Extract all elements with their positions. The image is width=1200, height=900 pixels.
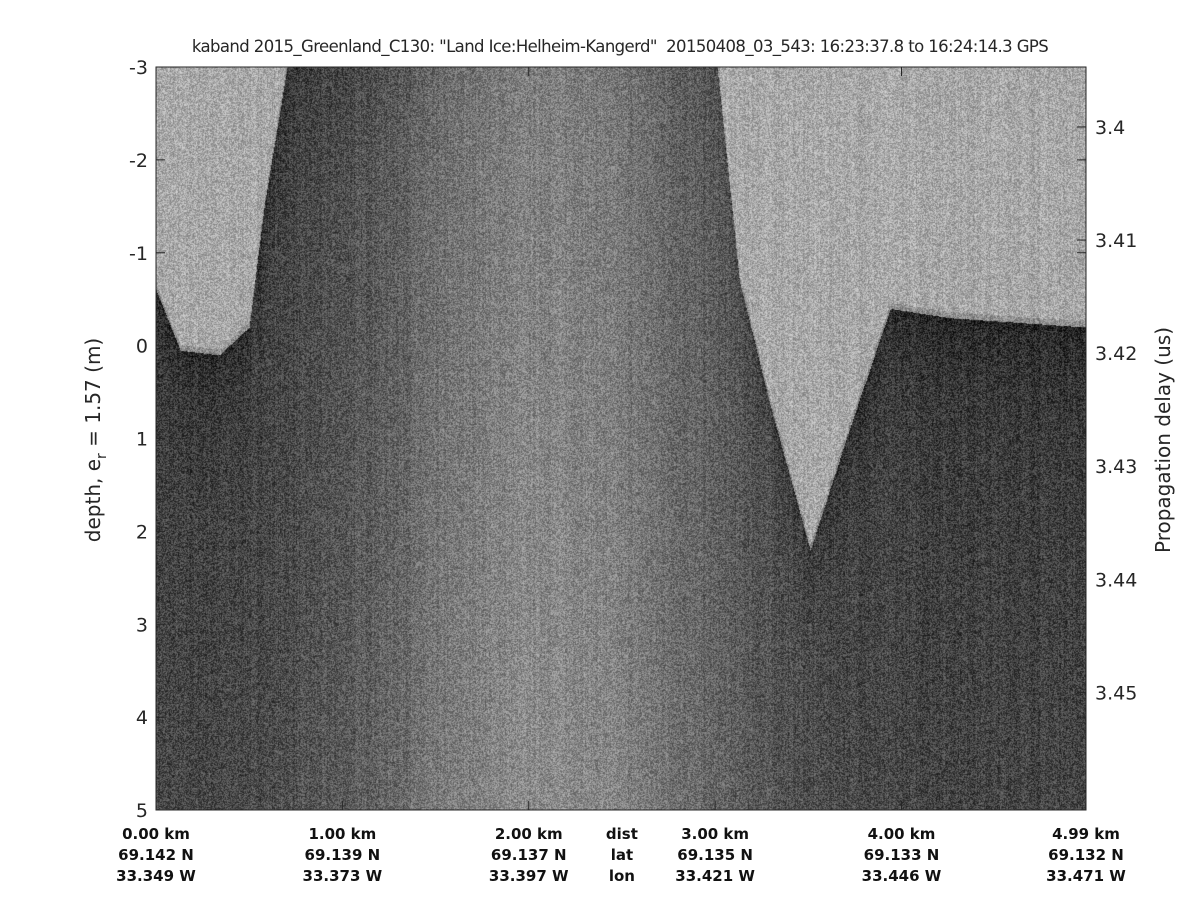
x-dist-label: 4.00 km <box>867 825 936 843</box>
chart-title: kaband 2015_Greenland_C130: "Land Ice:He… <box>191 37 1049 56</box>
plot-frame <box>155 66 1087 811</box>
x-lat-label: 69.135 N <box>677 846 753 864</box>
x-lon-label: 33.421 W <box>675 867 755 885</box>
right-tick-label: 3.45 <box>1095 682 1137 704</box>
x-lat-label: 69.133 N <box>863 846 940 864</box>
x-dist-label: 4.99 km <box>1052 825 1120 843</box>
right-tick-label: 3.42 <box>1095 343 1137 365</box>
x-dist-label: 1.00 km <box>308 825 377 843</box>
left-tick-label: -1 <box>129 243 148 265</box>
right-ticks: 3.4 3.41 3.42 3.43 3.44 3.45 <box>1077 117 1137 704</box>
x-column-label: 1.00 km 69.139 N 33.373 W <box>294 824 390 887</box>
left-tick-label: 3 <box>136 614 148 636</box>
y-axis-label-right: Propagation delay (us) <box>1151 327 1175 553</box>
x-column-label: 2.00 km 69.137 N 33.397 W <box>481 824 577 887</box>
left-ticks: -3 -2 -1 0 1 2 3 4 5 <box>129 57 1086 822</box>
row-label-dist: dist <box>605 825 638 843</box>
left-tick-label: -2 <box>129 150 148 172</box>
bottom-ticks <box>155 67 1087 810</box>
right-tick-label: 3.44 <box>1095 569 1137 591</box>
x-lon-label: 33.373 W <box>302 867 383 885</box>
x-lat-label: 69.142 N <box>118 846 194 864</box>
left-tick-label: 2 <box>136 521 148 543</box>
x-column-label: 4.00 km 69.133 N 33.446 W <box>853 824 949 887</box>
y-axis-label-left: depth, er = 1.57 (m) <box>81 338 110 542</box>
row-label-lat: lat <box>610 846 634 864</box>
x-lon-label: 33.446 W <box>861 867 942 885</box>
echogram-image <box>156 67 1086 810</box>
left-tick-label: 1 <box>136 429 148 451</box>
left-tick-label: 4 <box>136 707 148 729</box>
x-lat-label: 69.132 N <box>1048 846 1124 864</box>
x-lat-label: 69.139 N <box>304 846 381 864</box>
right-tick-label: 3.43 <box>1095 456 1137 478</box>
left-tick-label: -3 <box>129 57 148 79</box>
x-dist-label: 3.00 km <box>681 825 750 843</box>
right-tick-label: 3.4 <box>1095 117 1125 139</box>
x-dist-label: 0.00 km <box>122 825 190 843</box>
row-label-lon: lon <box>608 867 635 885</box>
row-labels: dist lat lon <box>597 824 647 887</box>
x-lon-label: 33.397 W <box>488 867 569 885</box>
x-column-label: 3.00 km 69.135 N 33.421 W <box>667 824 763 887</box>
left-tick-label: 0 <box>136 336 148 358</box>
x-lon-label: 33.349 W <box>116 867 196 885</box>
left-tick-label: 5 <box>136 800 148 822</box>
x-lon-label: 33.471 W <box>1046 867 1126 885</box>
x-column-label: 0.00 km 69.142 N 33.349 W <box>108 824 204 887</box>
x-column-label: 4.99 km 69.132 N 33.471 W <box>1038 824 1134 887</box>
x-dist-label: 2.00 km <box>494 825 563 843</box>
right-tick-label: 3.41 <box>1095 230 1137 252</box>
x-lat-label: 69.137 N <box>490 846 567 864</box>
